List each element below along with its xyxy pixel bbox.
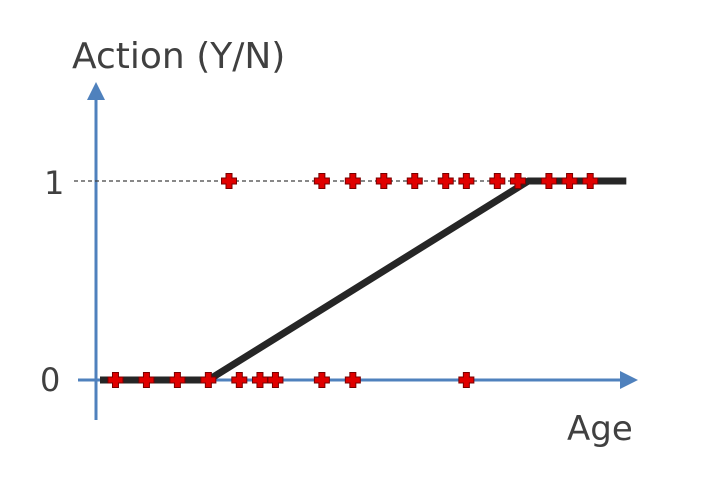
y-tick-label-0: 0 (40, 361, 60, 399)
data-point (458, 173, 475, 189)
data-point (437, 173, 454, 189)
fit-line (100, 177, 627, 384)
labels: Action (Y/N) Age 1 0 (40, 36, 633, 449)
x-axis-title: Age (567, 409, 633, 449)
data-point (344, 173, 361, 189)
y-tick-label-1: 1 (44, 164, 64, 202)
data-point (169, 372, 186, 388)
data-point (489, 173, 506, 189)
data-point (267, 372, 284, 388)
axes (78, 82, 638, 420)
y-axis-title: Action (Y/N) (72, 36, 285, 77)
data-points (107, 173, 599, 388)
y-axis-arrow (87, 82, 105, 100)
data-point (313, 372, 330, 388)
data-point (313, 173, 330, 189)
data-point (540, 173, 557, 189)
data-point (561, 173, 578, 189)
data-point (107, 372, 124, 388)
x-axis-arrow (620, 371, 638, 389)
data-point (406, 173, 423, 189)
data-point (231, 372, 248, 388)
data-point (509, 173, 526, 189)
data-point (200, 372, 217, 388)
data-point (375, 173, 392, 189)
data-point (344, 372, 361, 388)
data-point (251, 372, 268, 388)
data-point (221, 173, 237, 189)
fit-line-group (100, 177, 627, 384)
data-point (582, 173, 599, 189)
data-point (138, 372, 155, 388)
data-point (458, 372, 475, 388)
